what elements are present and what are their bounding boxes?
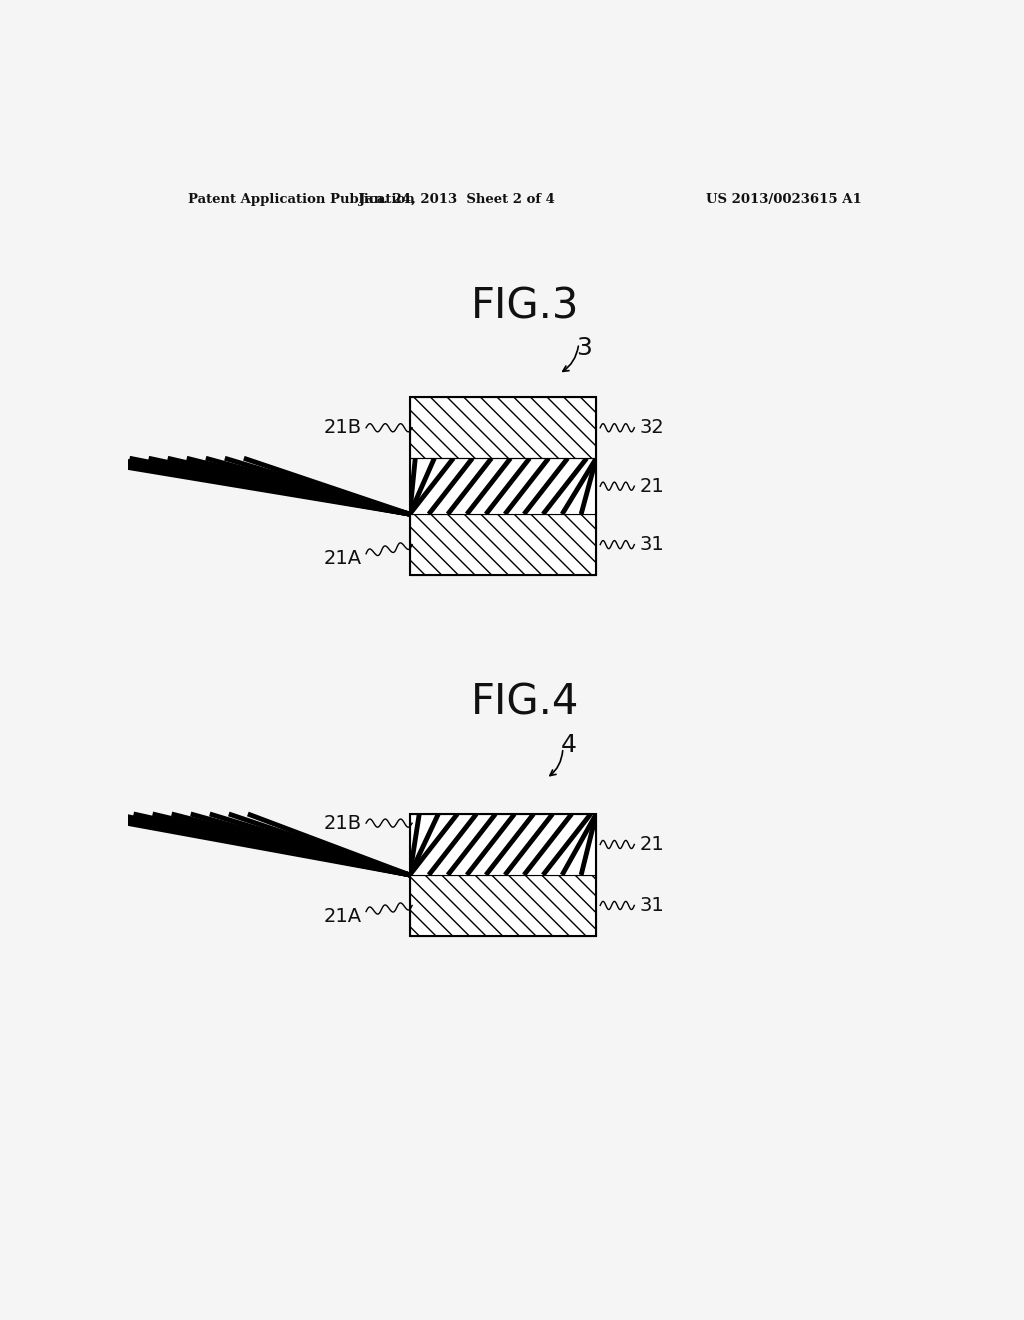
Text: 21A: 21A (324, 549, 362, 569)
Bar (410, 814, 596, 875)
Bar (410, 397, 596, 576)
Bar (410, 458, 596, 515)
Text: 21A: 21A (324, 907, 362, 927)
Bar (410, 814, 596, 875)
Text: 21: 21 (640, 477, 665, 496)
Text: FIG.3: FIG.3 (471, 285, 579, 327)
Bar (410, 814, 596, 936)
Text: FIG.4: FIG.4 (471, 682, 579, 723)
Text: 3: 3 (577, 337, 592, 360)
Text: 31: 31 (640, 896, 665, 915)
Bar (410, 875, 596, 936)
Text: US 2013/0023615 A1: US 2013/0023615 A1 (707, 193, 862, 206)
Text: Patent Application Publication: Patent Application Publication (187, 193, 415, 206)
Text: 21B: 21B (324, 418, 362, 437)
Bar (410, 515, 596, 576)
Text: Jan. 24, 2013  Sheet 2 of 4: Jan. 24, 2013 Sheet 2 of 4 (359, 193, 555, 206)
Text: 32: 32 (640, 418, 665, 437)
Text: 21B: 21B (324, 813, 362, 833)
Text: 4: 4 (560, 733, 577, 756)
Text: 21: 21 (640, 836, 665, 854)
Bar (410, 458, 596, 515)
Text: 31: 31 (640, 535, 665, 554)
Bar (410, 397, 596, 458)
